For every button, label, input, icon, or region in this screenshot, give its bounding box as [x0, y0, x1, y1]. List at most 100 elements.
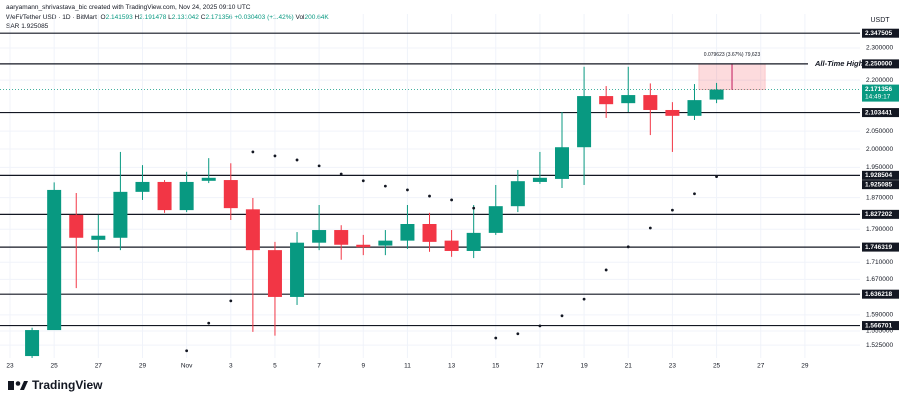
- y-tick-label: 1.710000: [866, 259, 893, 266]
- l-value: 2.131042: [171, 13, 199, 21]
- x-tick-label: 5: [273, 363, 277, 370]
- sar-dot: [715, 175, 718, 179]
- sar-dot: [626, 245, 630, 249]
- sar-dot: [207, 321, 211, 325]
- sar-label: 1.925085: [865, 181, 892, 188]
- candle-body: [466, 232, 481, 251]
- candle-body: [25, 330, 40, 357]
- x-tick-label: 3: [229, 363, 233, 370]
- level-label: 1.566701: [865, 322, 892, 329]
- candle-body: [201, 177, 216, 181]
- candle-body: [113, 191, 128, 238]
- candle-body: [179, 181, 194, 211]
- y-tick-label: 1.670000: [866, 276, 893, 283]
- y-tick-label: 1.790000: [866, 226, 893, 233]
- sar-legend: SAR 1.925085: [6, 22, 329, 32]
- measure-label: 0.079623 (3.67%) 79,623: [704, 52, 761, 58]
- x-tick-label: 11: [404, 363, 411, 370]
- vol-value: 200.64K: [304, 13, 329, 21]
- logo-icon: [8, 381, 14, 390]
- sar-dot: [648, 226, 652, 230]
- x-tick-label: 25: [713, 363, 721, 370]
- candle-body: [687, 100, 702, 116]
- countdown: 14:49:17: [865, 93, 891, 100]
- symbol: WeFi/Tether USD · 1D · BitMart: [6, 13, 97, 21]
- o-label: O: [100, 13, 106, 21]
- sar-dot: [361, 179, 365, 183]
- sar-dot: [671, 208, 674, 212]
- candle-body: [488, 206, 503, 233]
- candle-body: [599, 96, 614, 105]
- x-tick-label: 9: [361, 363, 365, 370]
- currency: USDT: [870, 17, 890, 24]
- y-tick-label: 1.525000: [866, 342, 893, 349]
- level-label-box: [862, 28, 899, 38]
- ath-bg: [808, 58, 860, 69]
- candle-body: [643, 95, 658, 110]
- o-value: 2.141593: [105, 13, 133, 21]
- sar-dot: [229, 299, 233, 303]
- candle-body: [577, 96, 592, 148]
- level-label: 2.103441: [865, 109, 892, 116]
- y-tick-label: 1.555000: [866, 328, 893, 335]
- x-tick-label: 19: [580, 363, 588, 370]
- level-label-box: [862, 108, 899, 118]
- c-label: C: [200, 13, 206, 21]
- vol-label: Vol: [295, 13, 305, 21]
- candle-body: [47, 189, 62, 331]
- sar-dot: [516, 332, 520, 336]
- candle-body: [709, 89, 724, 100]
- x-tick-label: Nov: [181, 363, 193, 370]
- sar-value: 1.925085: [21, 23, 49, 30]
- sar-dot: [494, 336, 498, 340]
- candle-body: [400, 224, 415, 241]
- level-label: 2.250000: [865, 61, 892, 68]
- sar-dot: [185, 349, 189, 353]
- x-tick-label: 25: [51, 363, 59, 370]
- x-tick-label: 23: [6, 363, 14, 370]
- x-tick-label: 7: [317, 363, 321, 370]
- sar-dot: [604, 268, 608, 272]
- h-label: H: [134, 13, 140, 21]
- x-tick-label: 29: [139, 363, 147, 370]
- x-tick-label: 17: [536, 363, 544, 370]
- candle-body: [223, 180, 238, 209]
- legend-line: WeFi/Tether USD · 1D · BitMart O2.141593…: [6, 13, 329, 23]
- level-label-box: [862, 209, 899, 219]
- x-tick-label: 21: [625, 363, 633, 370]
- change: +0.030403 (+1.42%): [234, 13, 294, 21]
- level-label-box: [862, 59, 899, 69]
- sar-label-box: [862, 180, 899, 190]
- level-label-box: [862, 242, 899, 252]
- logo-icon: [15, 381, 21, 386]
- level-label-box: [862, 321, 899, 331]
- y-tick-label: 1.590000: [866, 312, 893, 319]
- level-label: 1.827202: [865, 211, 892, 218]
- x-tick-label: 23: [669, 363, 677, 370]
- candle-body: [312, 230, 327, 243]
- sar-dot: [383, 184, 387, 188]
- level-label: 1.928504: [865, 172, 892, 179]
- sar-dot: [450, 198, 453, 202]
- c-value: 2.171356: [205, 13, 233, 21]
- sar-dot: [251, 150, 255, 154]
- y-tick-label: 2.300000: [866, 45, 893, 52]
- candle-body: [444, 240, 459, 251]
- sar-dot: [406, 188, 409, 192]
- sar-dot: [273, 154, 277, 158]
- sar-dot: [317, 164, 321, 168]
- candle-body: [267, 250, 282, 297]
- candle-body: [69, 214, 84, 238]
- y-tick-label: 1.870000: [866, 194, 893, 201]
- sar-dot: [560, 314, 564, 318]
- candle-body: [665, 109, 680, 116]
- candle-body: [422, 224, 437, 242]
- candle-body: [621, 95, 636, 104]
- x-tick-label: 27: [757, 363, 765, 370]
- x-tick-label: 15: [492, 363, 500, 370]
- logo: TradingView: [8, 378, 103, 392]
- x-tick-label: 29: [801, 363, 809, 370]
- candle-body: [290, 242, 305, 297]
- ath-label: All-Time High: [814, 59, 864, 68]
